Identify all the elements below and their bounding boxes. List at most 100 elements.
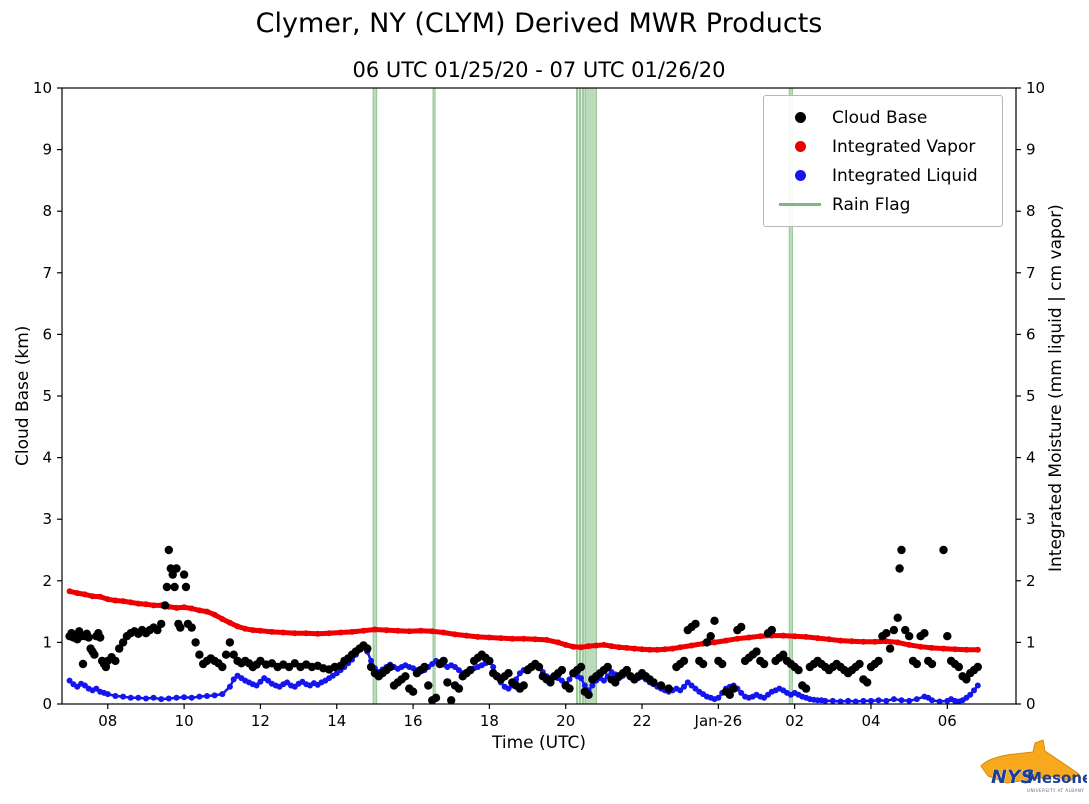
series-marker [711, 639, 718, 646]
cloud-base-point [225, 638, 235, 647]
series-marker [120, 598, 127, 605]
series-marker [715, 694, 722, 701]
cloud-base-point [649, 678, 658, 687]
series-marker [543, 636, 550, 643]
series-marker [803, 633, 810, 640]
cloud-base-point [729, 684, 738, 693]
x-tick-label: 06 [938, 712, 957, 730]
legend-marker-swatch [794, 112, 806, 123]
series-marker [66, 677, 73, 684]
series-marker [894, 639, 901, 646]
series-marker [578, 644, 584, 651]
cloud-base-point [557, 665, 567, 675]
series-marker [738, 689, 745, 696]
cloud-base-point [363, 644, 372, 653]
series-marker [917, 643, 924, 650]
legend-item-integrated-liquid: Integrated Liquid [764, 161, 1002, 190]
nys-state-icon: NYS Mesonet UNIVERSITY AT ALBANY [980, 739, 1089, 793]
cloud-base-point [431, 693, 441, 702]
cloud-base-point [664, 684, 673, 693]
y-tick-label-right: 9 [1026, 141, 1036, 159]
series-marker [951, 646, 958, 653]
cloud-base-point [115, 644, 124, 653]
series-marker [463, 632, 470, 639]
cloud-base-point [895, 564, 904, 573]
cloud-base-point [565, 684, 574, 693]
series-marker [826, 636, 832, 643]
rain-flag-span [432, 87, 436, 705]
cloud-base-point [420, 662, 429, 672]
series-marker [681, 683, 687, 690]
series-marker [929, 644, 935, 651]
series-marker [158, 696, 165, 703]
series-marker [570, 643, 577, 650]
series-marker [452, 631, 458, 638]
cloud-base-point [443, 678, 452, 687]
series-marker [898, 697, 905, 704]
x-tick-label: 12 [251, 712, 270, 730]
legend-line-icon [776, 203, 824, 206]
cloud-base-point [679, 656, 689, 666]
series-marker [600, 641, 607, 648]
cloud-base-point [576, 662, 586, 672]
x-tick-label: Jan-26 [694, 712, 743, 730]
series-marker [852, 698, 859, 705]
series-marker [417, 627, 424, 634]
x-tick-label: 04 [861, 712, 880, 730]
cloud-base-point [584, 690, 593, 699]
y-tick-label-right: 6 [1026, 325, 1036, 343]
y-tick-label-left: 7 [42, 264, 52, 282]
series-marker [188, 694, 195, 701]
series-marker [688, 642, 695, 649]
series-marker [81, 591, 88, 598]
cloud-base-point [546, 678, 555, 687]
series-marker [791, 633, 798, 640]
cloud-base-point [534, 662, 544, 672]
cloud-base-point [485, 656, 494, 666]
series-marker [303, 630, 310, 637]
series-marker [196, 607, 203, 614]
series-marker [150, 694, 157, 701]
x-tick-label: 14 [327, 712, 346, 730]
series-marker [268, 628, 275, 635]
series-marker [929, 697, 935, 704]
series-marker [127, 599, 134, 606]
legend-dot-icon [776, 170, 824, 181]
series-marker [486, 634, 493, 641]
series-marker [242, 625, 249, 632]
cloud-base-point [973, 662, 982, 672]
logo-mesonet-text: Mesonet [1027, 769, 1087, 787]
cloud-base-point [885, 644, 895, 653]
series-marker [974, 682, 981, 689]
cloud-base-point [366, 662, 376, 672]
y-tick-label-left: 4 [42, 449, 52, 467]
series-marker [226, 683, 233, 690]
series-marker [616, 644, 623, 651]
series-marker [219, 691, 226, 698]
series-marker [845, 697, 852, 704]
series-marker [906, 641, 913, 648]
y-tick-label-left: 2 [42, 572, 52, 590]
legend-dot-icon [776, 141, 824, 152]
cloud-base-point [218, 662, 227, 672]
cloud-base-point [905, 632, 914, 641]
cloud-base-point [759, 659, 769, 669]
series-marker [578, 675, 584, 682]
series-marker [150, 602, 157, 609]
series-marker [314, 630, 321, 637]
cloud-base-point [454, 684, 464, 693]
series-marker [829, 697, 836, 704]
cloud-base-point [439, 656, 448, 666]
y-axis-label-right: Integrated Moisture (mm liquid | cm vapo… [1046, 204, 1066, 572]
y-tick-label-right: 8 [1026, 202, 1036, 220]
legend-label: Cloud Base [832, 107, 928, 128]
cloud-base-point [170, 582, 179, 592]
cloud-base-point [954, 662, 963, 672]
cloud-base-point [794, 665, 803, 675]
series-marker [585, 643, 592, 650]
series-marker [566, 676, 573, 683]
x-axis-label: Time (UTC) [492, 733, 586, 753]
y-tick-label-left: 0 [42, 695, 52, 713]
series-marker [89, 593, 96, 600]
cloud-base-point [939, 545, 948, 555]
